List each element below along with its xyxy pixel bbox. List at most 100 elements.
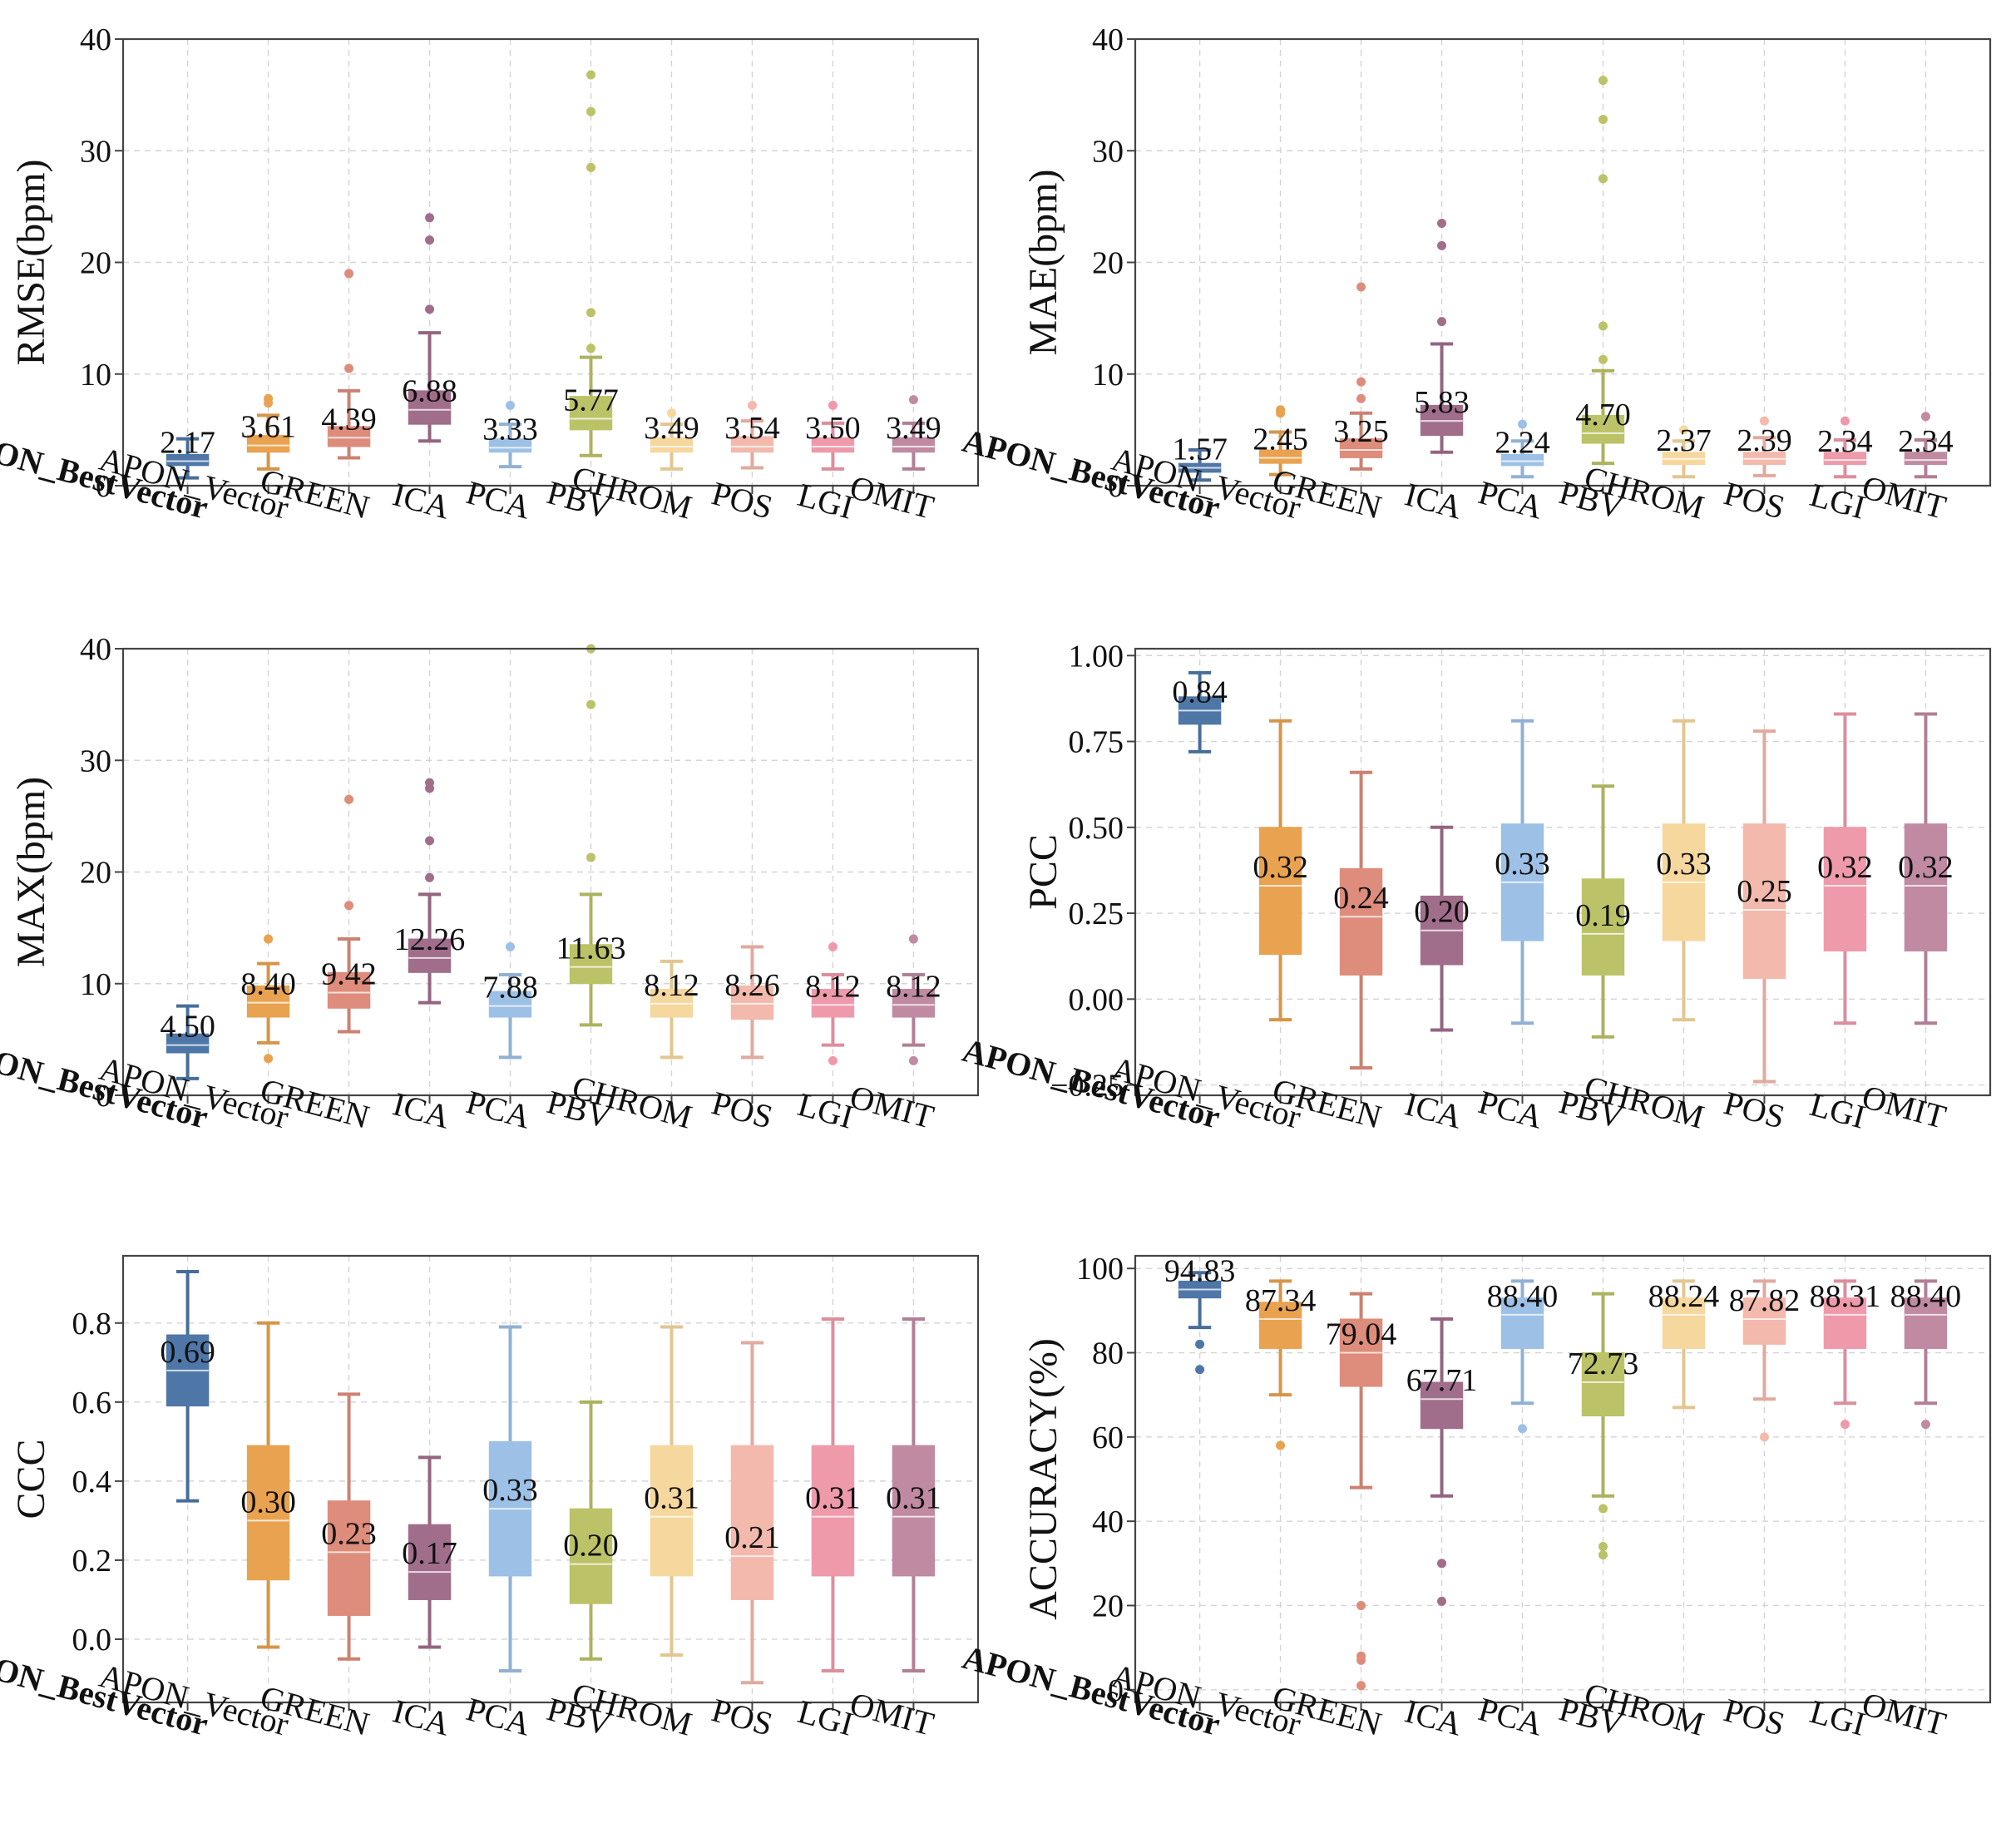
y-tick-label: 0: [96, 1079, 111, 1114]
value-label: 8.12: [886, 969, 941, 1004]
outlier-point: [1437, 240, 1447, 250]
iqr-box: [1904, 452, 1948, 465]
outlier-point: [1356, 282, 1366, 292]
value-label: 0.31: [886, 1481, 941, 1516]
y-tick-label: 10: [1092, 358, 1124, 393]
y-tick-label: 20: [80, 856, 111, 891]
box-pca: 0.33: [1495, 719, 1550, 1025]
axes-frame: [121, 1254, 980, 1704]
iqr-box: [1904, 823, 1948, 952]
iqr-box: [1662, 1297, 1706, 1349]
outlier-point: [1598, 1550, 1608, 1560]
outlier-point: [1920, 1420, 1930, 1430]
x-tick-label: OMIT: [846, 1078, 937, 1136]
outlier-point: [344, 363, 354, 373]
y-axis-label: CCC: [9, 1439, 53, 1519]
outlier-point: [1276, 1440, 1286, 1450]
x-tick-label: ICA: [1401, 1692, 1466, 1742]
iqr-box: [811, 988, 855, 1018]
y-tick-label: 0.8: [72, 1307, 112, 1341]
x-tick-label: ICA: [389, 1692, 454, 1742]
y-tick-label: 0.2: [72, 1544, 112, 1579]
outlier-point: [344, 269, 354, 279]
box-green: 79.04: [1326, 1292, 1397, 1691]
chart-panel-3: 4.50 8.40 9.42 12.26 7.88 11.63 8.12 8.26 8.12 8.…: [0, 632, 980, 1136]
y-tick-label: 10: [80, 358, 111, 393]
x-tick-label: POS: [1720, 1084, 1789, 1135]
iqr-box: [1823, 827, 1867, 952]
iqr-box: [569, 944, 613, 985]
y-axis-label: PCC: [1021, 834, 1065, 910]
outlier-point: [586, 308, 595, 318]
y-tick-label: 80: [1092, 1336, 1124, 1371]
iqr-box: [730, 985, 774, 1020]
x-tick-label: ICA: [389, 475, 454, 526]
value-label: 4.50: [160, 1010, 215, 1045]
outlier-point: [1518, 419, 1528, 429]
box-green: 0.23: [321, 1392, 377, 1661]
box-pca: 0.33: [482, 1325, 538, 1672]
box-pbv: 4.70: [1575, 76, 1631, 466]
value-label: 0.33: [1495, 847, 1550, 882]
outlier-point: [1437, 219, 1447, 229]
axes-frame: [1134, 1254, 1992, 1704]
x-tick-label: ICA: [389, 1084, 454, 1135]
box-apon-bestvector: 0.84: [1172, 670, 1228, 753]
value-label: 8.26: [724, 968, 780, 1003]
box-omit: 0.32: [1898, 712, 1954, 1025]
iqr-box: [811, 437, 855, 453]
box-pbv: 5.77: [563, 70, 619, 457]
outlier-point: [1678, 425, 1688, 435]
y-tick-label: 10: [80, 967, 111, 1002]
chart-panel-4: 0.84 0.32 0.24 0.20 0.33 0.19 0.33 0.25 0.32 0.32…: [959, 639, 1992, 1136]
y-tick-label: 0.0: [72, 1623, 112, 1658]
outlier-point: [1598, 321, 1608, 331]
outlier-point: [1598, 354, 1608, 364]
box-lgi: 8.12: [805, 941, 861, 1065]
outlier-point: [425, 304, 435, 314]
outlier-point: [747, 400, 757, 410]
box-green: 0.24: [1333, 770, 1389, 1070]
box-chrom: 88.24: [1648, 1279, 1719, 1410]
box-chrom: 2.37: [1656, 423, 1712, 479]
value-label: 0.33: [1656, 847, 1712, 882]
iqr-box: [1500, 453, 1544, 467]
value-label: 79.04: [1326, 1317, 1397, 1352]
iqr-box: [1500, 1297, 1544, 1349]
x-tick-label: POS: [1720, 474, 1789, 526]
box-apon-vector: 0.32: [1253, 719, 1308, 1022]
x-tick-label: OMIT: [846, 468, 937, 526]
y-tick-label: 20: [1092, 246, 1124, 281]
box-apon-vector: 3.61: [240, 393, 296, 471]
value-label: 3.49: [886, 411, 941, 446]
value-label: 4.70: [1575, 398, 1631, 432]
outlier-point: [1759, 416, 1769, 426]
value-label: 9.42: [321, 956, 377, 991]
value-label: 12.26: [394, 922, 466, 957]
iqr-box: [1742, 823, 1786, 980]
outlier-point: [506, 400, 516, 410]
x-tick-label: ICA: [1401, 1084, 1466, 1135]
iqr-box: [1258, 1302, 1302, 1349]
outlier-point: [586, 343, 595, 353]
box-pbv: 0.19: [1575, 784, 1631, 1039]
y-tick-label: 20: [1092, 1588, 1124, 1623]
box-chrom: 0.31: [644, 1325, 699, 1657]
iqr-box: [327, 1500, 371, 1616]
outlier-point: [344, 901, 354, 911]
box-apon-vector: 87.34: [1245, 1279, 1316, 1450]
outlier-point: [828, 1055, 838, 1065]
y-tick-label: 0: [1108, 469, 1124, 504]
value-label: 0.32: [1817, 850, 1873, 885]
value-label: 88.31: [1810, 1279, 1881, 1314]
value-label: 7.88: [482, 971, 538, 1005]
outlier-point: [1195, 1365, 1205, 1375]
box-ica: 6.88: [402, 213, 457, 443]
value-label: 0.84: [1172, 674, 1228, 709]
y-axis-label: RMSE(bpm): [9, 159, 53, 365]
box-apon-bestvector: 4.50: [160, 1004, 215, 1080]
outlier-point: [1437, 1559, 1447, 1569]
box-ica: 12.26: [394, 778, 466, 1005]
y-tick-label: 0.4: [72, 1465, 112, 1500]
outlier-point: [1840, 1420, 1850, 1430]
